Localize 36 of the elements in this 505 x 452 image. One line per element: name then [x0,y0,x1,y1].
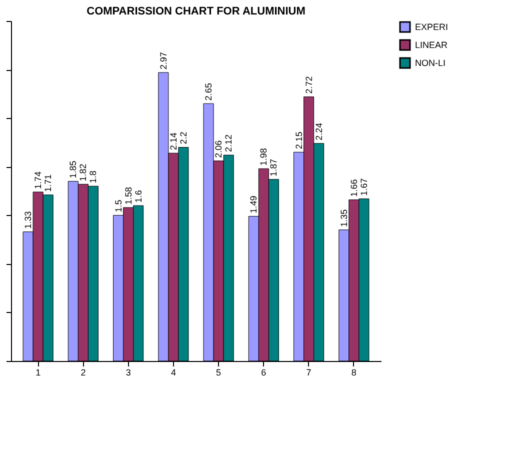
data-label: 1.74 [33,171,44,189]
x-tick-label: 5 [216,368,222,378]
data-label: 1.66 [348,179,359,197]
data-label: 1.49 [248,196,259,214]
x-tick-label: 7 [306,368,312,378]
data-label: 1.6 [133,190,144,203]
legend-label: EXPERI [415,22,448,32]
x-tick-label: 8 [351,368,356,378]
data-label: 1.71 [43,174,54,192]
data-label: 1.85 [68,160,78,178]
data-label: 1.33 [23,211,34,229]
x-tick-label: 1 [36,368,41,378]
x-tick-label: 4 [170,368,176,378]
data-label: 2.2 [178,132,188,144]
chart-title: COMPARISSION CHART FOR ALUMINIUM [86,6,306,18]
data-label: 2.12 [224,134,234,152]
data-label: 1.35 [338,209,349,227]
data-label: 2.97 [158,52,168,70]
data-label: 1.98 [258,148,269,166]
x-tick-label: 2 [80,368,86,378]
x-tick-label: 3 [126,368,131,378]
data-label: 1.5 [113,200,124,212]
data-label: 2.65 [204,83,214,101]
data-label: 2.14 [168,132,178,150]
data-label: 1.8 [88,170,98,184]
data-label: 2.72 [304,76,314,94]
x-tick-label: 6 [261,368,266,378]
data-label: 1.58 [123,186,134,205]
data-label: 1.67 [358,178,369,196]
data-label: 1.87 [268,158,279,176]
data-label: 2.06 [214,140,224,158]
legend-label: NON-LI [415,58,446,68]
data-label: 2.24 [314,122,324,140]
data-label: 1.82 [78,164,88,182]
data-label: 2.15 [294,132,304,150]
legend-label: LINEAR [415,40,448,50]
